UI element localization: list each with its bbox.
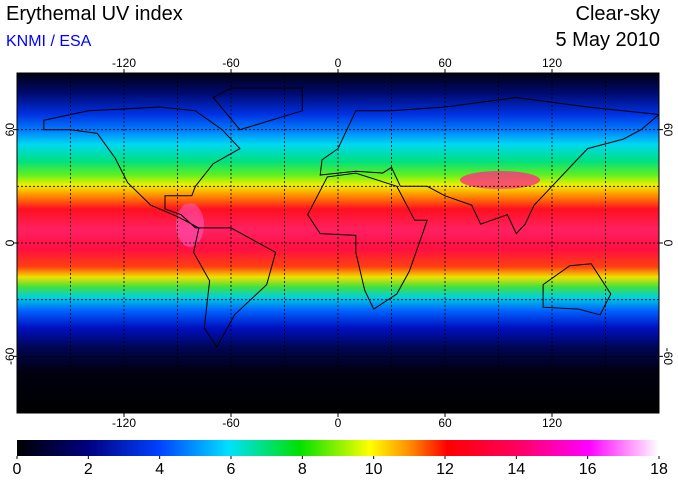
lat-label-left: 60 (3, 123, 17, 137)
lat-label-left: 0 (3, 239, 17, 246)
lon-label-top: -60 (222, 56, 240, 70)
lon-label-bottom: 60 (438, 416, 452, 430)
lon-label-bottom: -60 (222, 416, 240, 430)
lon-label-bottom: 0 (335, 416, 342, 430)
lon-label-top: 0 (335, 56, 342, 70)
colorbar-ticks: 0 2 4 6 8 10 12 14 16 18 (13, 456, 668, 478)
tibet-highlight (460, 171, 540, 189)
south-america (193, 227, 277, 348)
colorbar-label: 2 (84, 461, 93, 478)
colorbar-label: 8 (298, 461, 307, 478)
lat-label-left: -60 (3, 347, 17, 365)
condition: Clear-sky (576, 3, 660, 25)
andes-highlight (176, 203, 204, 247)
colorbar-label: 12 (436, 461, 454, 478)
lat-label-right: 60 (661, 123, 675, 137)
north-america (43, 106, 241, 229)
africa (307, 172, 428, 310)
lat-label-right: -60 (661, 348, 675, 366)
map-ticks: -120 -120 -60 -60 0 0 60 60 120 120 -60 -60 0 0 60 60 (3, 56, 675, 430)
lon-label-top: -120 (112, 56, 136, 70)
colorbar-label: 0 (13, 461, 22, 478)
lat-label-right: 0 (661, 240, 675, 247)
colorbar-label: 18 (650, 461, 668, 478)
source: KNMI / ESA (6, 33, 92, 50)
graticule (17, 73, 659, 413)
lon-label-top: 120 (542, 56, 562, 70)
colorbar-label: 4 (155, 461, 164, 478)
colorbar-label: 10 (365, 461, 383, 478)
colorbar (17, 440, 659, 456)
colorbar-label: 16 (579, 461, 597, 478)
map-area (17, 73, 659, 413)
colorbar-label: 6 (227, 461, 236, 478)
australia (542, 263, 612, 316)
title: Erythemal UV index (6, 3, 183, 25)
greenland (212, 87, 303, 131)
lon-label-bottom: -120 (112, 416, 136, 430)
lon-label-bottom: 120 (542, 416, 562, 430)
lon-label-top: 60 (438, 56, 452, 70)
colorbar-label: 14 (507, 461, 525, 478)
date: 5 May 2010 (555, 29, 660, 51)
